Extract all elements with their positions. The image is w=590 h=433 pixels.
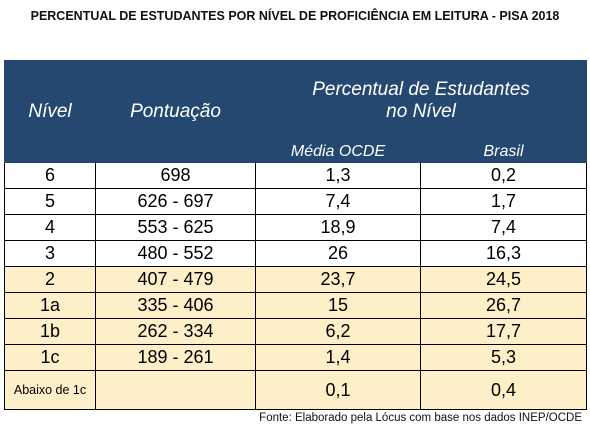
column-header: Percentual de Estudantes no Nível [254, 60, 588, 141]
table-row: 1c 189 - 261 1,4 5,3 [4, 344, 588, 371]
table-cell: 1a [4, 292, 96, 319]
table-cell: 335 - 406 [95, 292, 256, 319]
table-cell: 26 [255, 240, 421, 267]
table: Nível Pontuação Percentual de Estudantes… [4, 60, 588, 410]
title: PERCENTUAL DE ESTUDANTES POR NÍVEL DE PR… [30, 9, 560, 23]
subcolumn-header: Média OCDE [255, 140, 421, 163]
column-header: Pontuação [95, 60, 256, 163]
table-cell: 480 - 552 [95, 240, 256, 267]
table-cell: 26,7 [419, 292, 588, 319]
table-cell: 15 [255, 292, 421, 319]
table-cell: 17,7 [419, 318, 588, 345]
table-cell: 7,4 [419, 214, 588, 241]
table-cell: 24,5 [419, 266, 588, 293]
table-body: 6 698 1,3 0,2 5 626 - 697 7,4 1,7 4 553 - 625 18,9… [4, 162, 588, 410]
table-cell: 698 [95, 162, 256, 189]
column-header: Nível [4, 60, 96, 163]
table-cell: Abaixo de 1c [4, 370, 96, 410]
table-cell: 1c [4, 344, 96, 371]
table-row: 1b 262 - 334 6,2 17,7 [4, 318, 588, 345]
table-cell: 189 - 261 [95, 344, 256, 371]
table-cell: 262 - 334 [95, 318, 256, 345]
table-row: 2 407 - 479 23,7 24,5 [4, 266, 588, 293]
table-cell: 0,4 [419, 370, 588, 410]
table-cell: 6 [4, 162, 96, 189]
source-note: Fonte: Elaborado pela Lócus com base nos… [259, 412, 582, 424]
table-cell: 23,7 [255, 266, 421, 293]
table-cell: 1,3 [255, 162, 421, 189]
table-row: 1a 335 - 406 15 26,7 [4, 292, 588, 319]
table-cell: 1b [4, 318, 96, 345]
table-cell: 626 - 697 [95, 188, 256, 215]
table-cell: 18,9 [255, 214, 421, 241]
table-row: Abaixo de 1c 0,1 0,4 [4, 370, 588, 410]
table-cell: 553 - 625 [95, 214, 256, 241]
table-cell: 7,4 [255, 188, 421, 215]
table-cell: 5 [4, 188, 96, 215]
table-cell: 4 [4, 214, 96, 241]
subcolumn-header: Brasil [419, 140, 588, 163]
table-cell: 5,3 [419, 344, 588, 371]
table-row: 4 553 - 625 18,9 7,4 [4, 214, 588, 241]
table-cell: 0,2 [419, 162, 588, 189]
table-row: 6 698 1,3 0,2 [4, 162, 588, 189]
table-cell: 2 [4, 266, 96, 293]
table-cell: 0,1 [255, 370, 421, 410]
table-cell: 1,4 [255, 344, 421, 371]
table-cell: 6,2 [255, 318, 421, 345]
table-cell [95, 370, 256, 410]
table-cell: 1,7 [419, 188, 588, 215]
table-cell: 16,3 [419, 240, 588, 267]
table-cell: 407 - 479 [95, 266, 256, 293]
table-row: 3 480 - 552 26 16,3 [4, 240, 588, 267]
table-cell: 3 [4, 240, 96, 267]
table-row: 5 626 - 697 7,4 1,7 [4, 188, 588, 215]
